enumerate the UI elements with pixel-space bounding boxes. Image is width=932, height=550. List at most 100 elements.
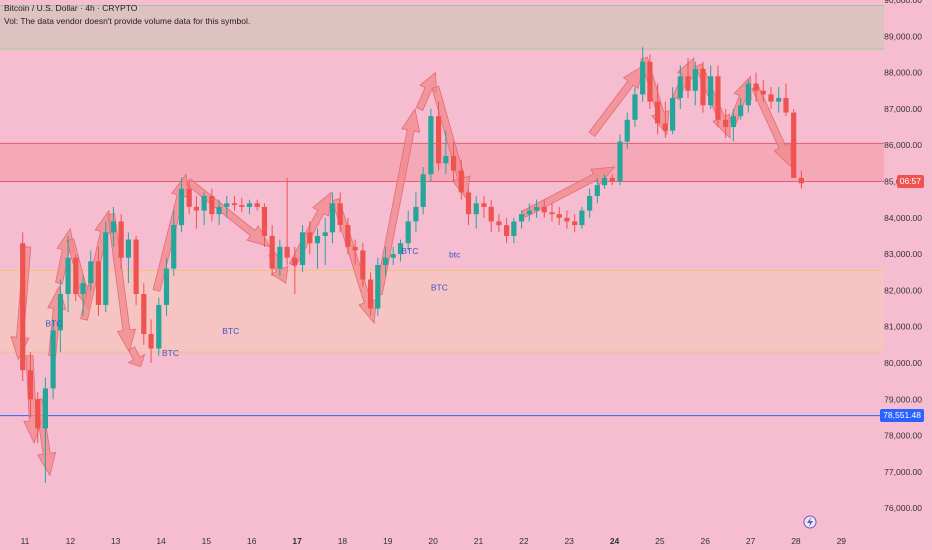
- candle-body-76[interactable]: [594, 185, 600, 197]
- horizontal-line-price-tag[interactable]: 78,551.48: [880, 408, 924, 422]
- candle-body-67[interactable]: [526, 210, 532, 215]
- text-annotation-1[interactable]: BTC: [162, 348, 179, 358]
- candle-body-47[interactable]: [375, 265, 381, 309]
- candle-body-87[interactable]: [677, 76, 683, 99]
- candle-body-26[interactable]: [216, 206, 222, 215]
- candle-body-84[interactable]: [655, 101, 661, 124]
- text-annotation-5[interactable]: BTC: [431, 282, 448, 292]
- candle-body-56[interactable]: [443, 156, 449, 164]
- candle-body-27[interactable]: [224, 203, 230, 207]
- candle-body-14[interactable]: [125, 239, 131, 258]
- text-annotation-4[interactable]: btc: [449, 250, 461, 260]
- candle-body-83[interactable]: [647, 61, 653, 102]
- candle-body-51[interactable]: [405, 221, 411, 244]
- candle-body-54[interactable]: [428, 116, 434, 175]
- candle-body-62[interactable]: [488, 206, 494, 222]
- candle-body-52[interactable]: [413, 206, 419, 222]
- candle-body-94[interactable]: [730, 116, 736, 128]
- candle-body-73[interactable]: [572, 221, 578, 226]
- candle-body-98[interactable]: [760, 90, 766, 95]
- candle-body-74[interactable]: [579, 210, 585, 226]
- candle-body-66[interactable]: [518, 214, 525, 222]
- candle-body-80[interactable]: [624, 119, 630, 142]
- candle-body-38[interactable]: [307, 232, 313, 244]
- candle-body-88[interactable]: [685, 76, 691, 91]
- candle-body-70[interactable]: [549, 212, 555, 215]
- candle-body-103[interactable]: [798, 177, 804, 184]
- candle-body-53[interactable]: [420, 174, 426, 207]
- arrow-drawing-18[interactable]: [588, 64, 645, 137]
- candle-body-33[interactable]: [269, 235, 275, 269]
- candle-body-82[interactable]: [640, 61, 646, 95]
- candle-body-49[interactable]: [390, 254, 396, 258]
- candle-body-43[interactable]: [345, 225, 351, 247]
- candle-body-11[interactable]: [103, 232, 109, 305]
- candle-body-13[interactable]: [118, 221, 124, 258]
- text-annotation-2[interactable]: BTC: [222, 326, 239, 336]
- candle-body-64[interactable]: [504, 225, 510, 236]
- candle-body-35[interactable]: [284, 246, 290, 258]
- candle-body-75[interactable]: [587, 196, 593, 211]
- candle-body-18[interactable]: [156, 304, 162, 349]
- candle-body-97[interactable]: [753, 83, 759, 91]
- candle-body-57[interactable]: [450, 156, 457, 171]
- candle-body-78[interactable]: [609, 177, 615, 182]
- candle-body-15[interactable]: [133, 239, 139, 295]
- candle-body-19[interactable]: [163, 268, 170, 305]
- candle-body-45[interactable]: [360, 250, 366, 280]
- candle-body-32[interactable]: [261, 206, 268, 236]
- candle-body-58[interactable]: [458, 170, 464, 193]
- candle-body-6[interactable]: [65, 257, 71, 295]
- arrow-drawing-12[interactable]: [288, 191, 332, 268]
- candle-body-91[interactable]: [708, 76, 714, 106]
- candle-body-72[interactable]: [564, 217, 570, 222]
- candle-body-81[interactable]: [632, 94, 638, 120]
- symbol-title[interactable]: Bitcoin / U.S. Dollar · 4h · CRYPTO: [4, 3, 138, 13]
- candle-body-59[interactable]: [465, 192, 472, 215]
- candle-body-60[interactable]: [473, 203, 479, 215]
- candle-body-77[interactable]: [601, 177, 608, 186]
- candle-body-93[interactable]: [723, 119, 729, 128]
- candle-body-24[interactable]: [201, 196, 207, 211]
- candle-body-71[interactable]: [556, 214, 562, 218]
- candle-body-29[interactable]: [239, 205, 245, 207]
- candle-body-12[interactable]: [110, 221, 117, 233]
- candle-body-2[interactable]: [35, 399, 41, 429]
- upper-resistance-zone[interactable]: [0, 5, 884, 50]
- candle-body-89[interactable]: [692, 68, 698, 91]
- candle-body-86[interactable]: [669, 98, 676, 131]
- candle-body-17[interactable]: [148, 333, 154, 349]
- candle-body-8[interactable]: [80, 283, 86, 295]
- candle-body-22[interactable]: [186, 188, 192, 207]
- candle-body-96[interactable]: [745, 83, 751, 106]
- candle-body-23[interactable]: [193, 206, 200, 211]
- candle-body-61[interactable]: [481, 203, 487, 207]
- candle-body-55[interactable]: [435, 116, 442, 164]
- candle-body-48[interactable]: [382, 257, 389, 265]
- candle-body-46[interactable]: [367, 279, 374, 309]
- candle-body-68[interactable]: [533, 206, 540, 211]
- candle-body-40[interactable]: [322, 232, 328, 236]
- candle-body-36[interactable]: [292, 257, 298, 265]
- candle-body-50[interactable]: [397, 243, 404, 255]
- candle-body-28[interactable]: [231, 203, 238, 206]
- candle-body-20[interactable]: [171, 225, 177, 269]
- candle-body-92[interactable]: [715, 76, 721, 120]
- candle-body-102[interactable]: [791, 112, 797, 178]
- candle-body-21[interactable]: [178, 188, 185, 226]
- candle-body-1[interactable]: [27, 370, 34, 400]
- candle-body-69[interactable]: [541, 206, 547, 213]
- candle-body-41[interactable]: [329, 203, 336, 233]
- candle-body-9[interactable]: [88, 261, 94, 284]
- candle-body-31[interactable]: [254, 203, 260, 207]
- text-annotation-0[interactable]: BTC: [45, 319, 62, 329]
- arrow-drawing-14[interactable]: [374, 107, 421, 296]
- candle-body-30[interactable]: [246, 203, 253, 207]
- text-annotation-3[interactable]: BTC: [401, 246, 418, 256]
- candle-body-34[interactable]: [277, 246, 283, 269]
- candle-body-63[interactable]: [496, 221, 502, 226]
- candle-body-5[interactable]: [57, 294, 63, 331]
- arrow-drawing-7[interactable]: [107, 213, 136, 354]
